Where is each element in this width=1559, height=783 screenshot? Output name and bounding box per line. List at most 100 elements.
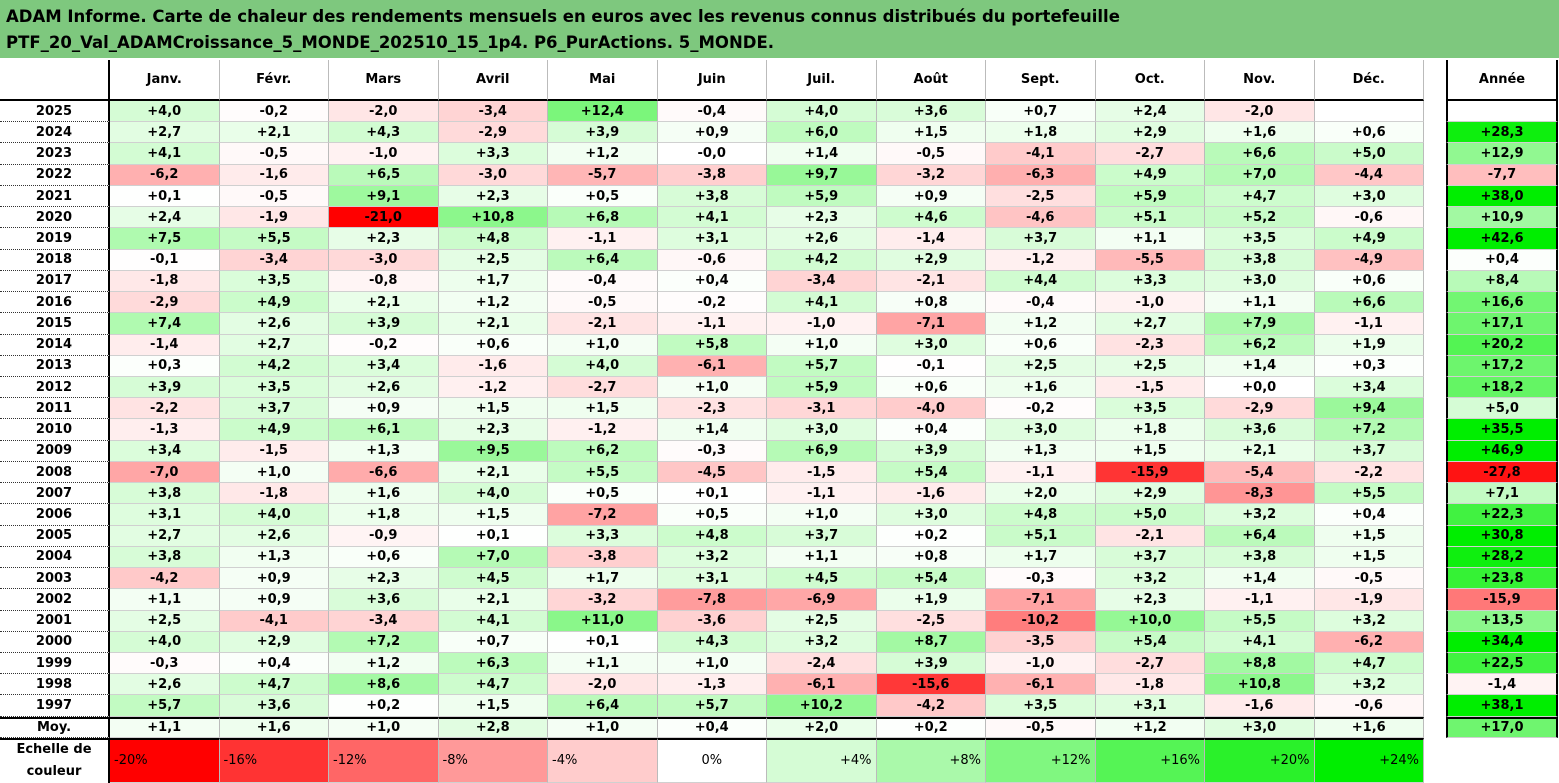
heatmap-cell: +1,5 [438,695,548,717]
heatmap-cell: -2,1 [876,270,986,293]
year-total-cell: +46,9 [1446,440,1558,462]
heatmap-cell: +5,5 [219,228,329,250]
year-row: 2019 +7,5 +5,5 +2,3 +4,8 -1,1 +3,1 +2,6 -1,4 +3,7… [0,228,1559,250]
heatmap-cell: +3,1 [110,504,220,526]
heatmap-cell: -1,5 [1095,376,1205,399]
heatmap-cell: +6,4 [1205,525,1315,547]
row-label: 2021 [0,185,110,208]
heatmap-cell: -6,2 [1314,631,1424,653]
heatmap-cell: +0,2 [876,716,986,738]
heatmap-cell: +1,8 [986,122,1096,144]
heatmap-cell: -1,1 [767,483,877,505]
row-label: 2011 [0,398,110,420]
heatmap-cell: +6,4 [548,249,658,271]
heatmap-cell: +5,4 [876,568,986,590]
row-label: 2004 [0,546,110,569]
heatmap-cell: +4,6 [876,207,986,229]
year-row: 2011 -2,2 +3,7 +0,9 +1,5 +1,5 -2,3 -3,1 -4,0 -0,2… [0,398,1559,420]
year-row: 2025 +4,0 -0,2 -2,0 -3,4 +12,4 -0,4 +4,0 +3,6 +0,… [0,101,1559,123]
heatmap-cell: +3,0 [1314,185,1424,208]
heatmap-cell: +6,4 [548,695,658,717]
heatmap-cell: +0,4 [657,270,767,293]
heatmap-cell: +2,5 [110,610,220,632]
heatmap-cell: +2,1 [438,461,548,484]
heatmap-cell: -3,2 [876,164,986,186]
heatmap-cell: +4,0 [548,355,658,377]
heatmap-cell: +6,9 [767,440,877,462]
row-label: 2017 [0,270,110,293]
heatmap-cell: -0,5 [219,185,329,208]
heatmap-cell: -2,3 [657,398,767,420]
year-row: 2015 +7,4 +2,6 +3,9 +2,1 -2,1 -1,1 -1,0 -7,1 +1,2… [0,313,1559,335]
heatmap-cell: +6,2 [1205,334,1315,356]
year-total-cell: +22,3 [1446,504,1558,526]
heatmap-cell: +3,3 [438,143,548,165]
heatmap-cell: +1,3 [986,440,1096,462]
year-row: 1999 -0,3 +0,4 +1,2 +6,3 +1,1 +1,0 -2,4 +3,9 -1,0… [0,652,1559,675]
heatmap-cell: -6,2 [110,164,220,186]
year-total-cell: +38,1 [1446,695,1558,717]
heatmap-cell: +6,1 [329,419,439,441]
heatmap-cell: +4,8 [986,504,1096,526]
average-row: Moy. +1,1 +1,6 +1,0 +2,8 +1,0 +0,4 +2,0 +0,2 -0,5… [0,716,1559,738]
heatmap-cell: +5,2 [1205,207,1315,229]
heatmap-cell: -10,2 [986,610,1096,632]
heatmap-cell: +5,8 [657,334,767,356]
heatmap-cell: -6,6 [329,461,439,484]
heatmap-cell: +1,5 [876,122,986,144]
heatmap-cell: +1,4 [1205,568,1315,590]
heatmap-cell: -2,0 [548,674,658,696]
color-scale-swatch: +16% [1095,737,1205,783]
heatmap-cell: +0,4 [876,419,986,441]
heatmap-cell: +3,2 [767,631,877,653]
year-row: 2021 +0,1 -0,5 +9,1 +2,3 +0,5 +3,8 +5,9 +0,9 -2,5… [0,185,1559,208]
heatmap-cell: +5,9 [767,185,877,208]
color-scale-swatch: +8% [876,737,986,783]
year-row: 2024 +2,7 +2,1 +4,3 -2,9 +3,9 +0,9 +6,0 +1,5 +1,8… [0,122,1559,144]
year-row: 2000 +4,0 +2,9 +7,2 +0,7 +0,1 +4,3 +3,2 +8,7 -3,5… [0,631,1559,653]
heatmap-cell: +5,0 [1095,504,1205,526]
color-scale-swatch: +12% [986,737,1096,783]
year-row: 2016 -2,9 +4,9 +2,1 +1,2 -0,5 -0,2 +4,1 +0,8 -0,4… [0,292,1559,314]
heatmap-cell: +0,9 [657,122,767,144]
color-scale-label-line: Echelle de [16,742,92,758]
heatmap-cell: -1,0 [986,652,1096,675]
heatmap-cell: +5,7 [767,355,877,377]
row-label: 2019 [0,228,110,250]
heatmap-cell: +4,8 [657,525,767,547]
heatmap-cell: -6,3 [986,164,1096,186]
column-header-7: Août [876,60,986,101]
heatmap-cell: +0,6 [438,334,548,356]
heatmap-cell: -2,2 [110,398,220,420]
year-row: 2018 -0,1 -3,4 -3,0 +2,5 +6,4 -0,6 +4,2 +2,9 -1,2… [0,249,1559,271]
heatmap-cell: +1,5 [1314,525,1424,547]
year-total-cell [1446,101,1558,123]
row-label: 2012 [0,376,110,399]
row-label: 2022 [0,164,110,186]
year-row: 2004 +3,8 +1,3 +0,6 +7,0 -3,8 +3,2 +1,1 +0,8 +1,7… [0,546,1559,569]
heatmap-cell: +1,1 [767,546,877,569]
heatmap-cell: -2,7 [1095,652,1205,675]
heatmap-cell: -21,0 [329,207,439,229]
column-header-9: Oct. [1095,60,1205,101]
heatmap-cell: +1,5 [438,398,548,420]
color-scale-swatch: -16% [219,737,329,783]
heatmap-cell: -6,1 [767,674,877,696]
heatmap-cell: +2,7 [219,334,329,356]
heatmap-cell: +0,5 [548,483,658,505]
year-total-cell: +13,5 [1446,610,1558,632]
heatmap-cell: +3,6 [1205,419,1315,441]
heatmap-cell: -1,8 [110,270,220,293]
heatmap-cell: +7,2 [1314,419,1424,441]
heatmap-cell: -8,3 [1205,483,1315,505]
heatmap-cell: +8,8 [1205,652,1315,675]
heatmap-cell: +1,7 [438,270,548,293]
heatmap-cell: +3,5 [1095,398,1205,420]
heatmap-cell: +0,3 [110,355,220,377]
heatmap-cell: +4,7 [1314,652,1424,675]
heatmap-cell: +3,6 [876,101,986,123]
heatmap-cell: +1,4 [767,143,877,165]
year-total-cell: +18,2 [1446,376,1558,399]
heatmap-cell: -3,6 [657,610,767,632]
heatmap-cell: +8,7 [876,631,986,653]
